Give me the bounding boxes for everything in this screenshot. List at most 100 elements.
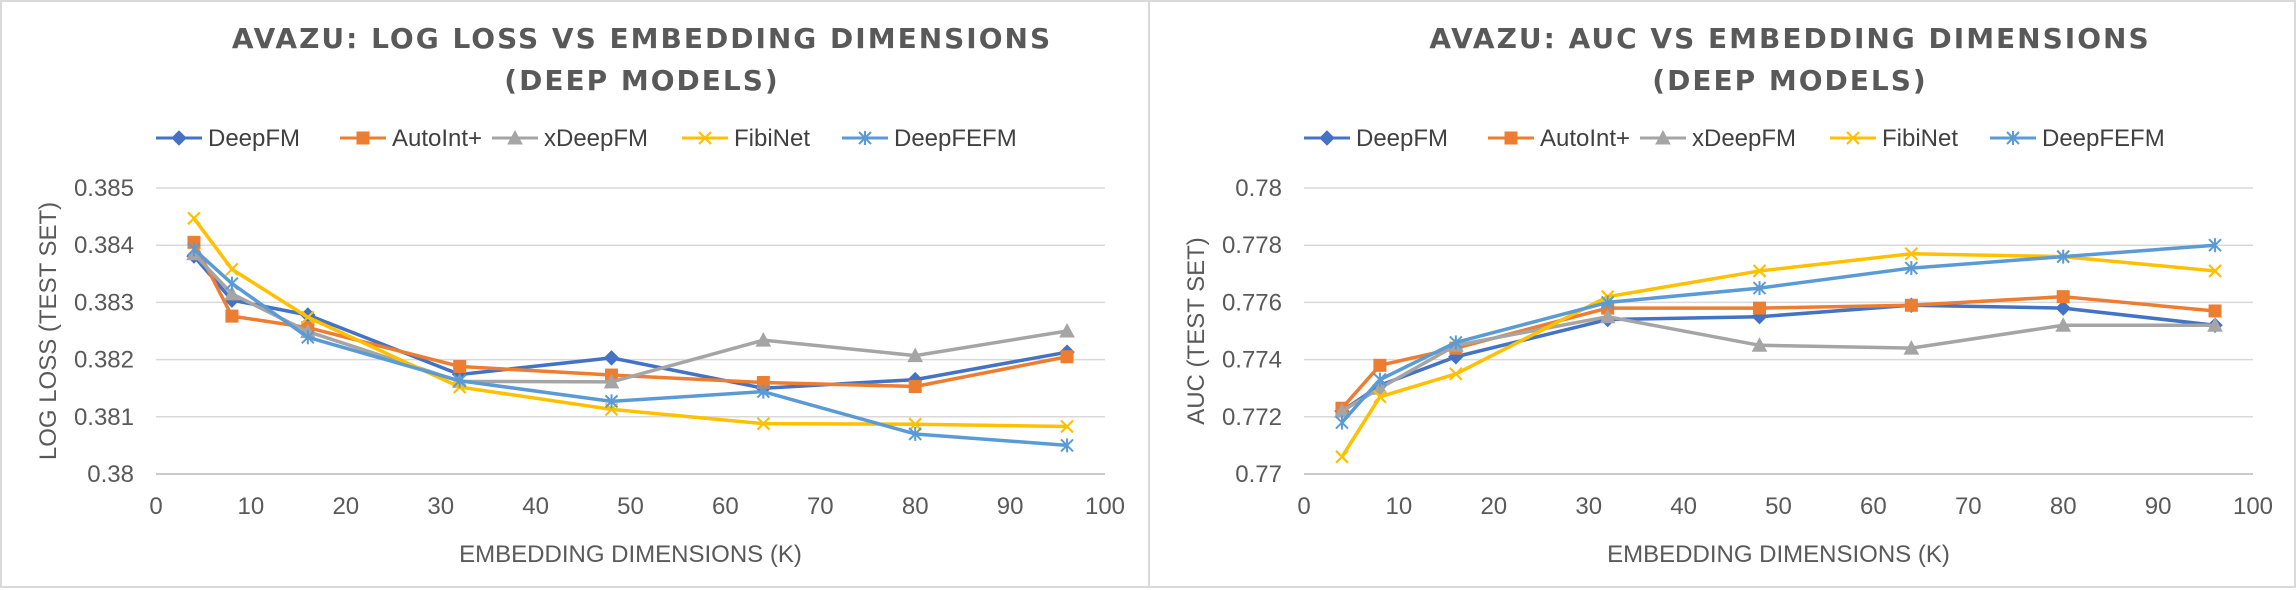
auc-data-point-deepfefm bbox=[1335, 415, 1349, 430]
logloss-legend-label: DeepFM bbox=[208, 125, 300, 152]
auc-y-tick-label: 0.77 bbox=[1235, 461, 1282, 488]
auc-data-point-autoint bbox=[2056, 290, 2070, 304]
auc-data-point-deepfefm bbox=[1752, 281, 1767, 296]
auc-data-point-fibinet-stroke bbox=[1373, 390, 1387, 404]
logloss-legend-item-deepfefm: DeepFEFM bbox=[842, 125, 1017, 152]
auc-data-point-deepfefm bbox=[1449, 335, 1463, 350]
logloss-data-point-fibinet bbox=[187, 211, 201, 226]
logloss-data-point-deepfefm bbox=[908, 426, 922, 441]
auc-y-axis-title: AUC (TEST SET) bbox=[1183, 237, 1210, 425]
logloss-legend-label: FibiNet bbox=[734, 125, 810, 152]
auc-data-point-fibinet bbox=[1335, 450, 1349, 464]
logloss-data-point-autoint bbox=[908, 379, 922, 393]
logloss-series-line-deepfm bbox=[192, 254, 1068, 390]
logloss-data-point-deepfefm bbox=[756, 384, 771, 399]
auc-x-tick-label: 10 bbox=[1386, 493, 1413, 520]
auc-data-point-xdeepfm bbox=[1599, 308, 1616, 324]
logloss-y-tick-label: 0.384 bbox=[74, 232, 134, 259]
logloss-data-point-fibinet bbox=[1060, 419, 1074, 434]
logloss-series-autoint bbox=[187, 235, 1074, 393]
logloss-data-point-fibinet-stroke bbox=[225, 262, 239, 277]
auc-title-line: AVAZU: AUC VS EMBEDDING DIMENSIONS bbox=[1429, 22, 2150, 55]
logloss-title-line: (DEEP MODELS) bbox=[504, 64, 779, 97]
auc-legend-marker-autoint bbox=[1504, 131, 1518, 145]
logloss-data-point-fibinet-stroke bbox=[908, 417, 922, 432]
logloss-data-point-deepfefm bbox=[187, 242, 201, 257]
logloss-legend-item-deepfm: DeepFM bbox=[156, 125, 300, 152]
auc-y-tick-label: 0.776 bbox=[1222, 289, 1282, 316]
auc-legend-item-fibinet: FibiNet bbox=[1830, 125, 1958, 152]
auc-legend-item-deepfm: DeepFM bbox=[1304, 125, 1448, 152]
auc-data-point-xdeepfm bbox=[2207, 317, 2223, 332]
auc-legend-label: DeepFEFM bbox=[2042, 125, 2165, 152]
auc-x-tick-label: 90 bbox=[2145, 493, 2172, 520]
logloss-legend-label: AutoInt+ bbox=[392, 125, 482, 152]
auc-x-axis-title: EMBEDDING DIMENSIONS (K) bbox=[1607, 541, 1950, 568]
auc-data-point-deepfefm bbox=[1600, 295, 1615, 310]
auc-data-point-fibinet-stroke bbox=[1449, 367, 1463, 381]
logloss-data-point-autoint bbox=[225, 309, 239, 323]
logloss-series-line-fibinet bbox=[192, 217, 1068, 429]
auc-y-tick-label: 0.772 bbox=[1222, 404, 1282, 431]
auc-x-tick-label: 20 bbox=[1480, 493, 1507, 520]
logloss-data-point-deepfefm bbox=[301, 330, 315, 345]
logloss-x-tick-label: 0 bbox=[149, 493, 162, 520]
auc-data-point-fibinet-stroke bbox=[2208, 264, 2222, 278]
auc-data-point-autoint bbox=[1373, 358, 1387, 372]
logloss-data-point-fibinet bbox=[301, 310, 315, 325]
auc-x-tick-label: 60 bbox=[1860, 493, 1887, 520]
auc-x-tick-label: 50 bbox=[1765, 493, 1792, 520]
auc-data-point-fibinet bbox=[1752, 264, 1767, 278]
auc-legend-marker-xdeepfm bbox=[1655, 129, 1671, 145]
auc-x-tick-label: 100 bbox=[2233, 493, 2273, 520]
auc-data-point-fibinet-stroke bbox=[1904, 247, 1919, 261]
logloss-series-line-xdeepfm bbox=[192, 252, 1068, 384]
logloss-data-point-fibinet-stroke bbox=[1060, 419, 1074, 434]
auc-series-line-deepfefm bbox=[1340, 243, 2216, 424]
auc-data-point-xdeepfm bbox=[1751, 337, 1768, 352]
logloss-legend-marker-deepfm bbox=[171, 130, 187, 146]
auc-x-tick-label: 30 bbox=[1575, 493, 1602, 520]
auc-data-point-xdeepfm bbox=[1903, 340, 1920, 355]
logloss-data-point-fibinet-stroke bbox=[187, 211, 201, 226]
logloss-data-point-xdeepfm bbox=[755, 332, 772, 347]
auc-y-tick-label: 0.778 bbox=[1222, 232, 1282, 259]
auc-series-line-autoint bbox=[1340, 294, 2216, 410]
auc-legend-marker-deepfm bbox=[1319, 130, 1335, 146]
auc-legend-marker-fibinet bbox=[1846, 131, 1860, 145]
logloss-y-axis-title: LOG LOSS (TEST SET) bbox=[35, 202, 62, 460]
logloss-y-tick-label: 0.383 bbox=[74, 289, 134, 316]
auc-data-point-xdeepfm bbox=[2055, 317, 2072, 332]
auc-x-tick-label: 70 bbox=[1955, 493, 1982, 520]
logloss-x-tick-label: 40 bbox=[522, 493, 549, 520]
logloss-series-deepfefm bbox=[187, 242, 1074, 453]
logloss-series-fibinet bbox=[187, 211, 1074, 434]
auc-data-point-fibinet-stroke bbox=[1752, 264, 1767, 278]
logloss-legend-marker-xdeepfm bbox=[507, 129, 523, 145]
logloss-x-tick-label: 70 bbox=[807, 493, 834, 520]
logloss-chart-panel: AVAZU: LOG LOSS VS EMBEDDING DIMENSIONS (… bbox=[0, 0, 1150, 588]
auc-data-point-autoint bbox=[2208, 304, 2222, 318]
auc-legend-marker-fibinet-stroke bbox=[1846, 131, 1860, 145]
logloss-x-tick-label: 30 bbox=[427, 493, 454, 520]
auc-series-deepfm bbox=[1334, 297, 2223, 419]
logloss-series-line-autoint bbox=[192, 241, 1068, 389]
auc-data-point-autoint bbox=[1904, 298, 1918, 312]
logloss-data-point-fibinet-stroke bbox=[301, 310, 315, 325]
auc-data-point-deepfefm bbox=[1373, 372, 1387, 387]
logloss-x-tick-label: 90 bbox=[997, 493, 1024, 520]
logloss-data-point-autoint bbox=[453, 359, 467, 373]
logloss-legend-marker-autoint bbox=[356, 131, 370, 145]
logloss-x-tick-label: 20 bbox=[332, 493, 359, 520]
auc-x-tick-label: 0 bbox=[1297, 493, 1310, 520]
auc-x-tick-label: 80 bbox=[2050, 493, 2077, 520]
logloss-data-point-deepfefm bbox=[1060, 438, 1074, 453]
logloss-y-tick-label: 0.385 bbox=[74, 175, 134, 202]
auc-series-line-deepfm bbox=[1340, 303, 2216, 413]
auc-legend-label: DeepFM bbox=[1356, 125, 1448, 152]
logloss-x-tick-label: 50 bbox=[617, 493, 644, 520]
logloss-data-point-fibinet bbox=[756, 416, 771, 431]
auc-y-tick-label: 0.78 bbox=[1235, 175, 1282, 202]
logloss-title-line: AVAZU: LOG LOSS VS EMBEDDING DIMENSIONS bbox=[232, 22, 1052, 55]
logloss-legend-item-fibinet: FibiNet bbox=[682, 125, 810, 152]
